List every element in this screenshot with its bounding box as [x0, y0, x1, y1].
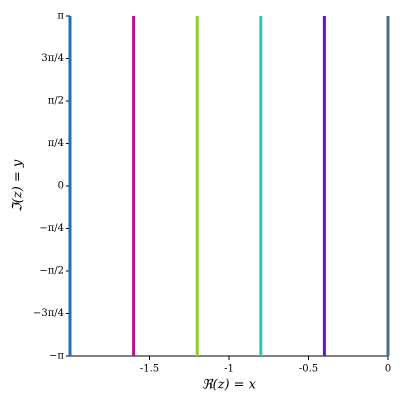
y-tick-label: π/4	[48, 138, 64, 149]
y-tick-label: −3π/4	[33, 308, 64, 319]
y-tick-label: −π	[49, 351, 64, 362]
y-tick-label: −π/4	[39, 223, 64, 234]
y-tick-label: π/2	[48, 95, 64, 106]
y-tick-label: 3π/4	[41, 53, 64, 64]
y-tick-label: 0	[58, 181, 64, 192]
x-tick-label: -1.5	[140, 364, 159, 375]
y-tick-label: −π/2	[39, 266, 64, 277]
y-axis-title: ℑ(z) = y	[11, 159, 26, 212]
x-tick-label: -0.5	[299, 364, 318, 375]
x-axis-title: ℜ(z) = x	[202, 378, 257, 393]
x-tick-label: -1	[224, 364, 234, 375]
x-tick-label: 0	[385, 364, 391, 375]
y-tick-label: π	[57, 11, 64, 22]
